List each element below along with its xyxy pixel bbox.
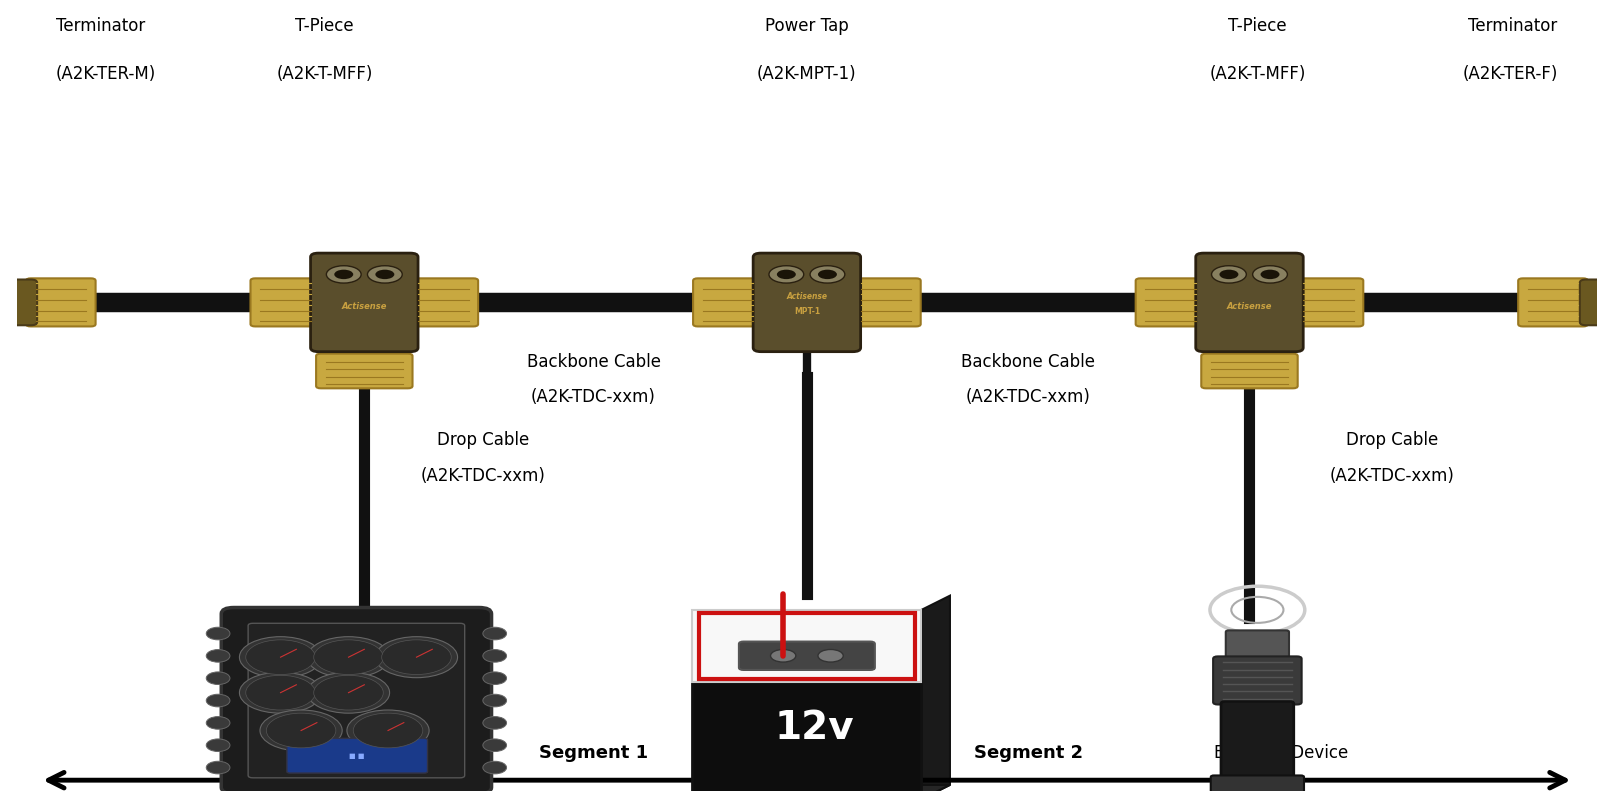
Text: (A2K-TER-M): (A2K-TER-M) [56, 65, 157, 83]
FancyBboxPatch shape [851, 279, 920, 326]
Text: (A2K-TDC-xxm): (A2K-TDC-xxm) [1330, 467, 1454, 485]
Text: ■ ■: ■ ■ [349, 753, 365, 759]
FancyBboxPatch shape [248, 623, 464, 778]
Text: (A2K-T-MFF): (A2K-T-MFF) [277, 65, 373, 83]
Ellipse shape [483, 739, 507, 752]
Text: (A2K-TDC-xxm): (A2K-TDC-xxm) [421, 467, 546, 485]
Circle shape [259, 710, 342, 751]
Text: Drop Cable: Drop Cable [437, 431, 530, 449]
Circle shape [314, 640, 384, 675]
Ellipse shape [483, 716, 507, 729]
Ellipse shape [206, 716, 230, 729]
FancyBboxPatch shape [1518, 279, 1587, 326]
Circle shape [818, 270, 837, 279]
Text: Actisense: Actisense [1227, 302, 1272, 310]
Circle shape [326, 266, 362, 283]
Text: T-Piece: T-Piece [296, 17, 354, 36]
Ellipse shape [483, 761, 507, 774]
Ellipse shape [483, 627, 507, 640]
Ellipse shape [206, 627, 230, 640]
Text: (A2K-TDC-xxm): (A2K-TDC-xxm) [531, 388, 656, 406]
FancyBboxPatch shape [286, 738, 427, 773]
Text: (A2K-TER-F): (A2K-TER-F) [1462, 65, 1558, 83]
Bar [693, 610, 922, 794]
Polygon shape [693, 785, 950, 794]
Circle shape [307, 637, 389, 678]
FancyBboxPatch shape [251, 279, 320, 326]
FancyBboxPatch shape [408, 279, 478, 326]
Circle shape [240, 673, 322, 713]
Text: Backbone Cable: Backbone Cable [962, 353, 1094, 371]
Ellipse shape [206, 694, 230, 707]
Circle shape [771, 649, 795, 662]
FancyBboxPatch shape [1213, 657, 1302, 704]
FancyBboxPatch shape [1226, 630, 1290, 659]
Circle shape [770, 266, 803, 283]
Circle shape [307, 673, 389, 713]
FancyBboxPatch shape [754, 253, 861, 352]
Circle shape [810, 266, 845, 283]
Circle shape [266, 713, 336, 748]
Text: Terminator: Terminator [56, 17, 146, 36]
Circle shape [246, 640, 315, 675]
Circle shape [818, 649, 843, 662]
FancyBboxPatch shape [310, 253, 418, 352]
Circle shape [347, 710, 429, 751]
Circle shape [1253, 266, 1288, 283]
Circle shape [240, 637, 322, 678]
FancyBboxPatch shape [1202, 353, 1298, 388]
Text: 12v: 12v [774, 709, 854, 747]
Text: Segment 2: Segment 2 [974, 745, 1083, 762]
Text: Drop Cable: Drop Cable [1346, 431, 1438, 449]
Circle shape [1211, 266, 1246, 283]
Circle shape [778, 270, 795, 279]
Circle shape [1261, 270, 1280, 279]
Ellipse shape [206, 739, 230, 752]
Circle shape [368, 266, 402, 283]
Text: Example Device: Example Device [274, 745, 408, 762]
FancyBboxPatch shape [0, 279, 37, 326]
Circle shape [1219, 270, 1238, 279]
Ellipse shape [206, 672, 230, 684]
Text: Power Tap: Power Tap [765, 17, 848, 36]
Ellipse shape [206, 761, 230, 774]
Ellipse shape [483, 694, 507, 707]
Ellipse shape [483, 649, 507, 662]
Text: (A2K-T-MFF): (A2K-T-MFF) [1210, 65, 1306, 83]
FancyBboxPatch shape [221, 607, 491, 793]
FancyBboxPatch shape [1195, 253, 1304, 352]
Circle shape [246, 676, 315, 710]
Circle shape [376, 270, 394, 279]
Text: (A2K-TDC-xxm): (A2K-TDC-xxm) [966, 388, 1091, 406]
Text: Example Device: Example Device [1214, 745, 1349, 762]
Text: Terminator: Terminator [1469, 17, 1558, 36]
FancyBboxPatch shape [693, 279, 763, 326]
FancyBboxPatch shape [1221, 701, 1294, 777]
FancyBboxPatch shape [739, 642, 875, 670]
Polygon shape [922, 596, 950, 794]
Text: T-Piece: T-Piece [1229, 17, 1286, 36]
Text: Actisense: Actisense [342, 302, 387, 310]
Text: Segment 1: Segment 1 [539, 745, 648, 762]
FancyBboxPatch shape [317, 353, 413, 388]
Circle shape [334, 270, 354, 279]
FancyBboxPatch shape [1579, 279, 1600, 326]
Circle shape [354, 713, 422, 748]
FancyBboxPatch shape [26, 279, 96, 326]
Text: Actisense: Actisense [786, 291, 827, 301]
Ellipse shape [483, 672, 507, 684]
FancyBboxPatch shape [1136, 279, 1205, 326]
Bar [699, 613, 915, 679]
Circle shape [314, 676, 384, 710]
Circle shape [376, 637, 458, 678]
Circle shape [382, 640, 451, 675]
Text: MPT-1: MPT-1 [794, 307, 819, 316]
FancyBboxPatch shape [1211, 776, 1304, 792]
FancyBboxPatch shape [1294, 279, 1363, 326]
Ellipse shape [206, 649, 230, 662]
Bar [693, 610, 922, 682]
Text: (A2K-MPT-1): (A2K-MPT-1) [757, 65, 856, 83]
Text: Backbone Cable: Backbone Cable [526, 353, 661, 371]
